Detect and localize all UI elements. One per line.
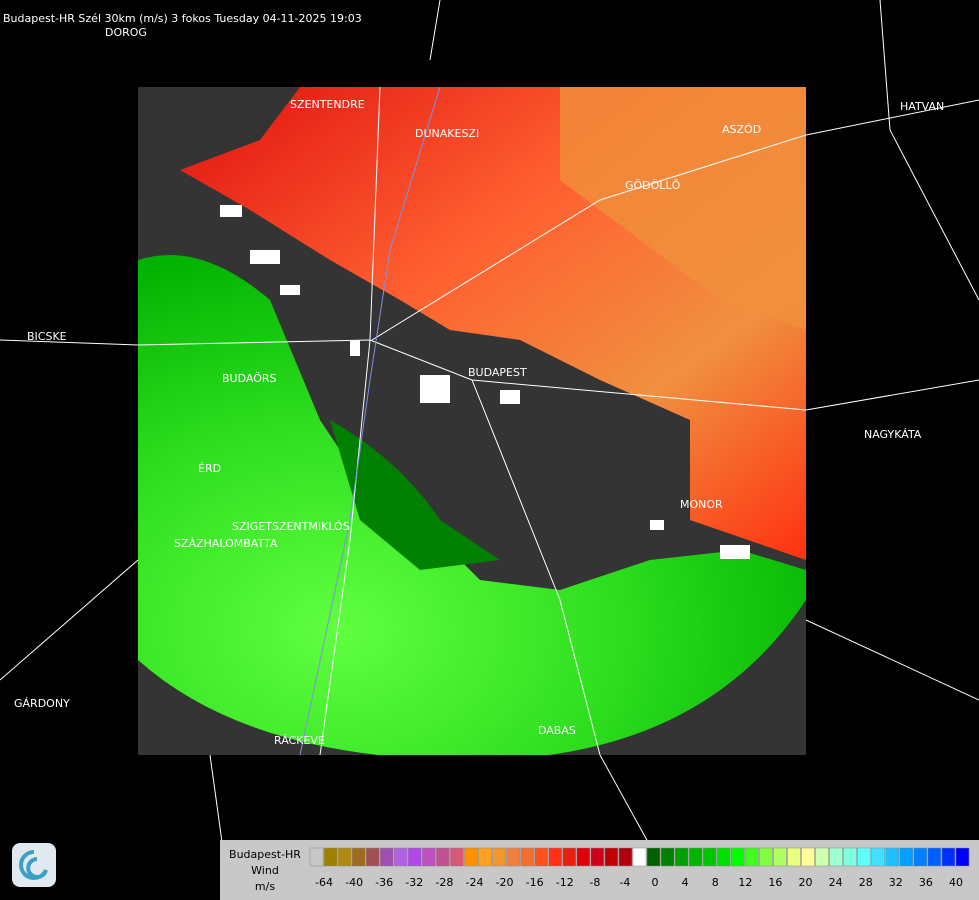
color-swatch (351, 847, 366, 867)
color-swatch (618, 847, 633, 867)
legend-tick: -64 (315, 876, 333, 889)
color-swatch (520, 847, 534, 867)
color-swatch (773, 847, 787, 867)
color-swatch (590, 847, 605, 867)
color-swatch (309, 847, 324, 867)
color-swatch (478, 847, 492, 867)
legend-tick: 36 (919, 876, 933, 889)
place-label: ÉRD (198, 462, 221, 475)
color-swatch (646, 847, 661, 867)
color-swatch (829, 847, 843, 867)
color-swatch (337, 847, 352, 867)
place-label: DUNAKESZI (415, 127, 479, 140)
color-swatch (408, 847, 422, 867)
legend-tick: -8 (589, 876, 600, 889)
legend-tick: -40 (345, 876, 363, 889)
legend-tick: 16 (768, 876, 782, 889)
place-label: BUDAÖRS (222, 372, 277, 385)
color-swatch (899, 847, 914, 867)
color-swatch (716, 847, 731, 867)
place-label: SZÁZHALOMBATTA (174, 537, 278, 550)
color-swatch (492, 847, 506, 867)
legend-tick: -4 (619, 876, 630, 889)
color-swatch (913, 847, 928, 867)
legend-title: Budapest-HR (229, 848, 301, 861)
legend-tick: -24 (465, 876, 483, 889)
place-label: NAGYKÁTA (864, 428, 922, 441)
color-swatch (745, 847, 759, 867)
color-swatch (365, 847, 380, 867)
color-swatch (562, 847, 577, 867)
place-label: GÁRDONY (14, 697, 70, 710)
color-swatch (323, 847, 338, 867)
color-swatch (885, 847, 900, 867)
legend-tick: 0 (652, 876, 659, 889)
color-swatch (632, 847, 647, 867)
place-label: GÖDÖLLŐ (625, 178, 681, 192)
radar-field (138, 87, 806, 755)
color-swatch (857, 847, 871, 867)
place-label: DOROG (105, 26, 147, 39)
color-swatch (801, 847, 815, 867)
color-swatch (787, 847, 801, 867)
color-swatch (955, 847, 970, 867)
legend-tick: 40 (949, 876, 963, 889)
color-swatch (688, 847, 703, 867)
legend-tick: -16 (526, 876, 544, 889)
legend-title: Wind (251, 864, 279, 877)
place-label: BUDAPEST (468, 366, 527, 379)
color-swatch (548, 847, 563, 867)
color-swatch (379, 847, 394, 867)
color-swatch (436, 847, 450, 867)
legend-title: m/s (255, 880, 275, 893)
color-swatch (871, 847, 885, 867)
place-label: BICSKE (27, 330, 67, 343)
place-label: ASZÓD (722, 123, 761, 136)
legend-tick: 28 (859, 876, 873, 889)
color-swatch (941, 847, 956, 867)
place-label: SZENTENDRE (290, 98, 365, 111)
color-swatch (576, 847, 591, 867)
color-swatch (506, 847, 520, 867)
color-swatch (674, 847, 689, 867)
color-swatch (843, 847, 857, 867)
legend-tick: 4 (682, 876, 689, 889)
legend-tick: -28 (435, 876, 453, 889)
color-swatch (815, 847, 829, 867)
legend-tick: 24 (829, 876, 843, 889)
color-swatch (394, 847, 408, 867)
color-swatch (927, 847, 942, 867)
place-label: SZIGETSZENTMIKLÓS (232, 520, 350, 533)
color-swatch (422, 847, 436, 867)
place-label: RÁCKEVE (274, 734, 325, 747)
color-swatch (660, 847, 675, 867)
legend: Budapest-HR Wind m/s -64 -40 -36 -32 -28 -24-… (220, 840, 979, 900)
legend-tick: 8 (712, 876, 719, 889)
color-swatch (702, 847, 717, 867)
legend-tick: -32 (405, 876, 423, 889)
place-label: HATVAN (900, 100, 944, 113)
place-label: DABAS (538, 724, 576, 737)
legend-tick: -36 (375, 876, 393, 889)
color-swatch (604, 847, 619, 867)
place-label: MONOR (680, 498, 723, 511)
color-swatch (450, 847, 464, 867)
color-swatch (464, 847, 478, 867)
title: Budapest-HR Szél 30km (m/s) 3 fokos Tues… (3, 12, 362, 25)
legend-tick: -20 (496, 876, 514, 889)
legend-tick: -12 (556, 876, 574, 889)
color-swatch (731, 847, 745, 867)
color-swatch (759, 847, 773, 867)
legend-tick: 32 (889, 876, 903, 889)
logo (12, 843, 56, 887)
legend-tick: 12 (738, 876, 752, 889)
legend-tick: 20 (799, 876, 813, 889)
color-swatch (534, 847, 548, 867)
